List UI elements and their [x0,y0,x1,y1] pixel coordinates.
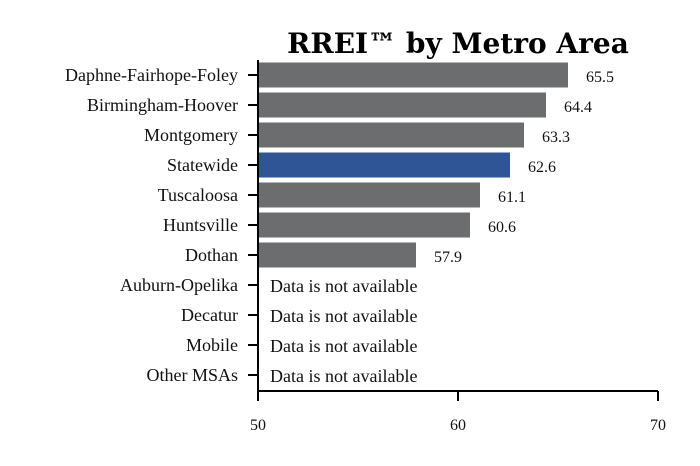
bar-birmingham-hoover [258,92,546,118]
axes-group: Daphne-Fairhope-Foley Birmingham-Hoover Mo… [65,60,666,434]
missing-label-decatur: Data is not available [270,306,417,326]
category-label-statewide: Statewide [167,155,238,175]
x-tick-label: 60 [450,417,466,434]
category-label-montgomery: Montgomery [144,125,238,145]
chart-title: RREI™ by Metro Area [287,27,629,60]
missing-label-mobile: Data is not available [270,336,417,356]
category-label-huntsville: Huntsville [163,215,238,235]
category-label-other-msas: Other MSAs [146,365,238,385]
bar-tuscaloosa [258,182,480,208]
missing-label-auburn-opelika: Data is not available [270,276,417,296]
bar-montgomery [258,122,524,148]
category-label-birmingham-hoover: Birmingham-Hoover [87,95,238,115]
category-label-mobile: Mobile [186,335,238,355]
bar-huntsville [258,212,470,238]
x-tick-label: 70 [650,417,666,434]
value-label-dothan: 57.9 [434,249,462,266]
bars-group: 65.5 64.4 63.3 62.661.1 60.6 57.9 Data is not … [258,62,614,386]
bar-statewide [258,152,510,178]
missing-label-other-msas: Data is not available [270,366,417,386]
x-tick-label: 50 [250,417,266,434]
category-label-dothan: Dothan [185,245,238,265]
value-label-tuscaloosa: 61.1 [498,189,526,206]
value-label-huntsville: 60.6 [488,219,516,236]
bar-daphne-fairhope-foley [258,62,568,88]
value-label-birmingham-hoover: 64.4 [564,99,592,116]
category-label-decatur: Decatur [181,305,238,325]
category-label-tuscaloosa: Tuscaloosa [158,185,238,205]
value-label-daphne-fairhope-foley: 65.5 [586,69,614,86]
category-label-daphne-fairhope-foley: Daphne-Fairhope-Foley [65,65,238,85]
category-label-auburn-opelika: Auburn-Opelika [120,275,238,295]
value-label-statewide: 62.6 [528,159,556,176]
value-label-montgomery: 63.3 [542,129,570,146]
bar-dothan [258,242,416,268]
